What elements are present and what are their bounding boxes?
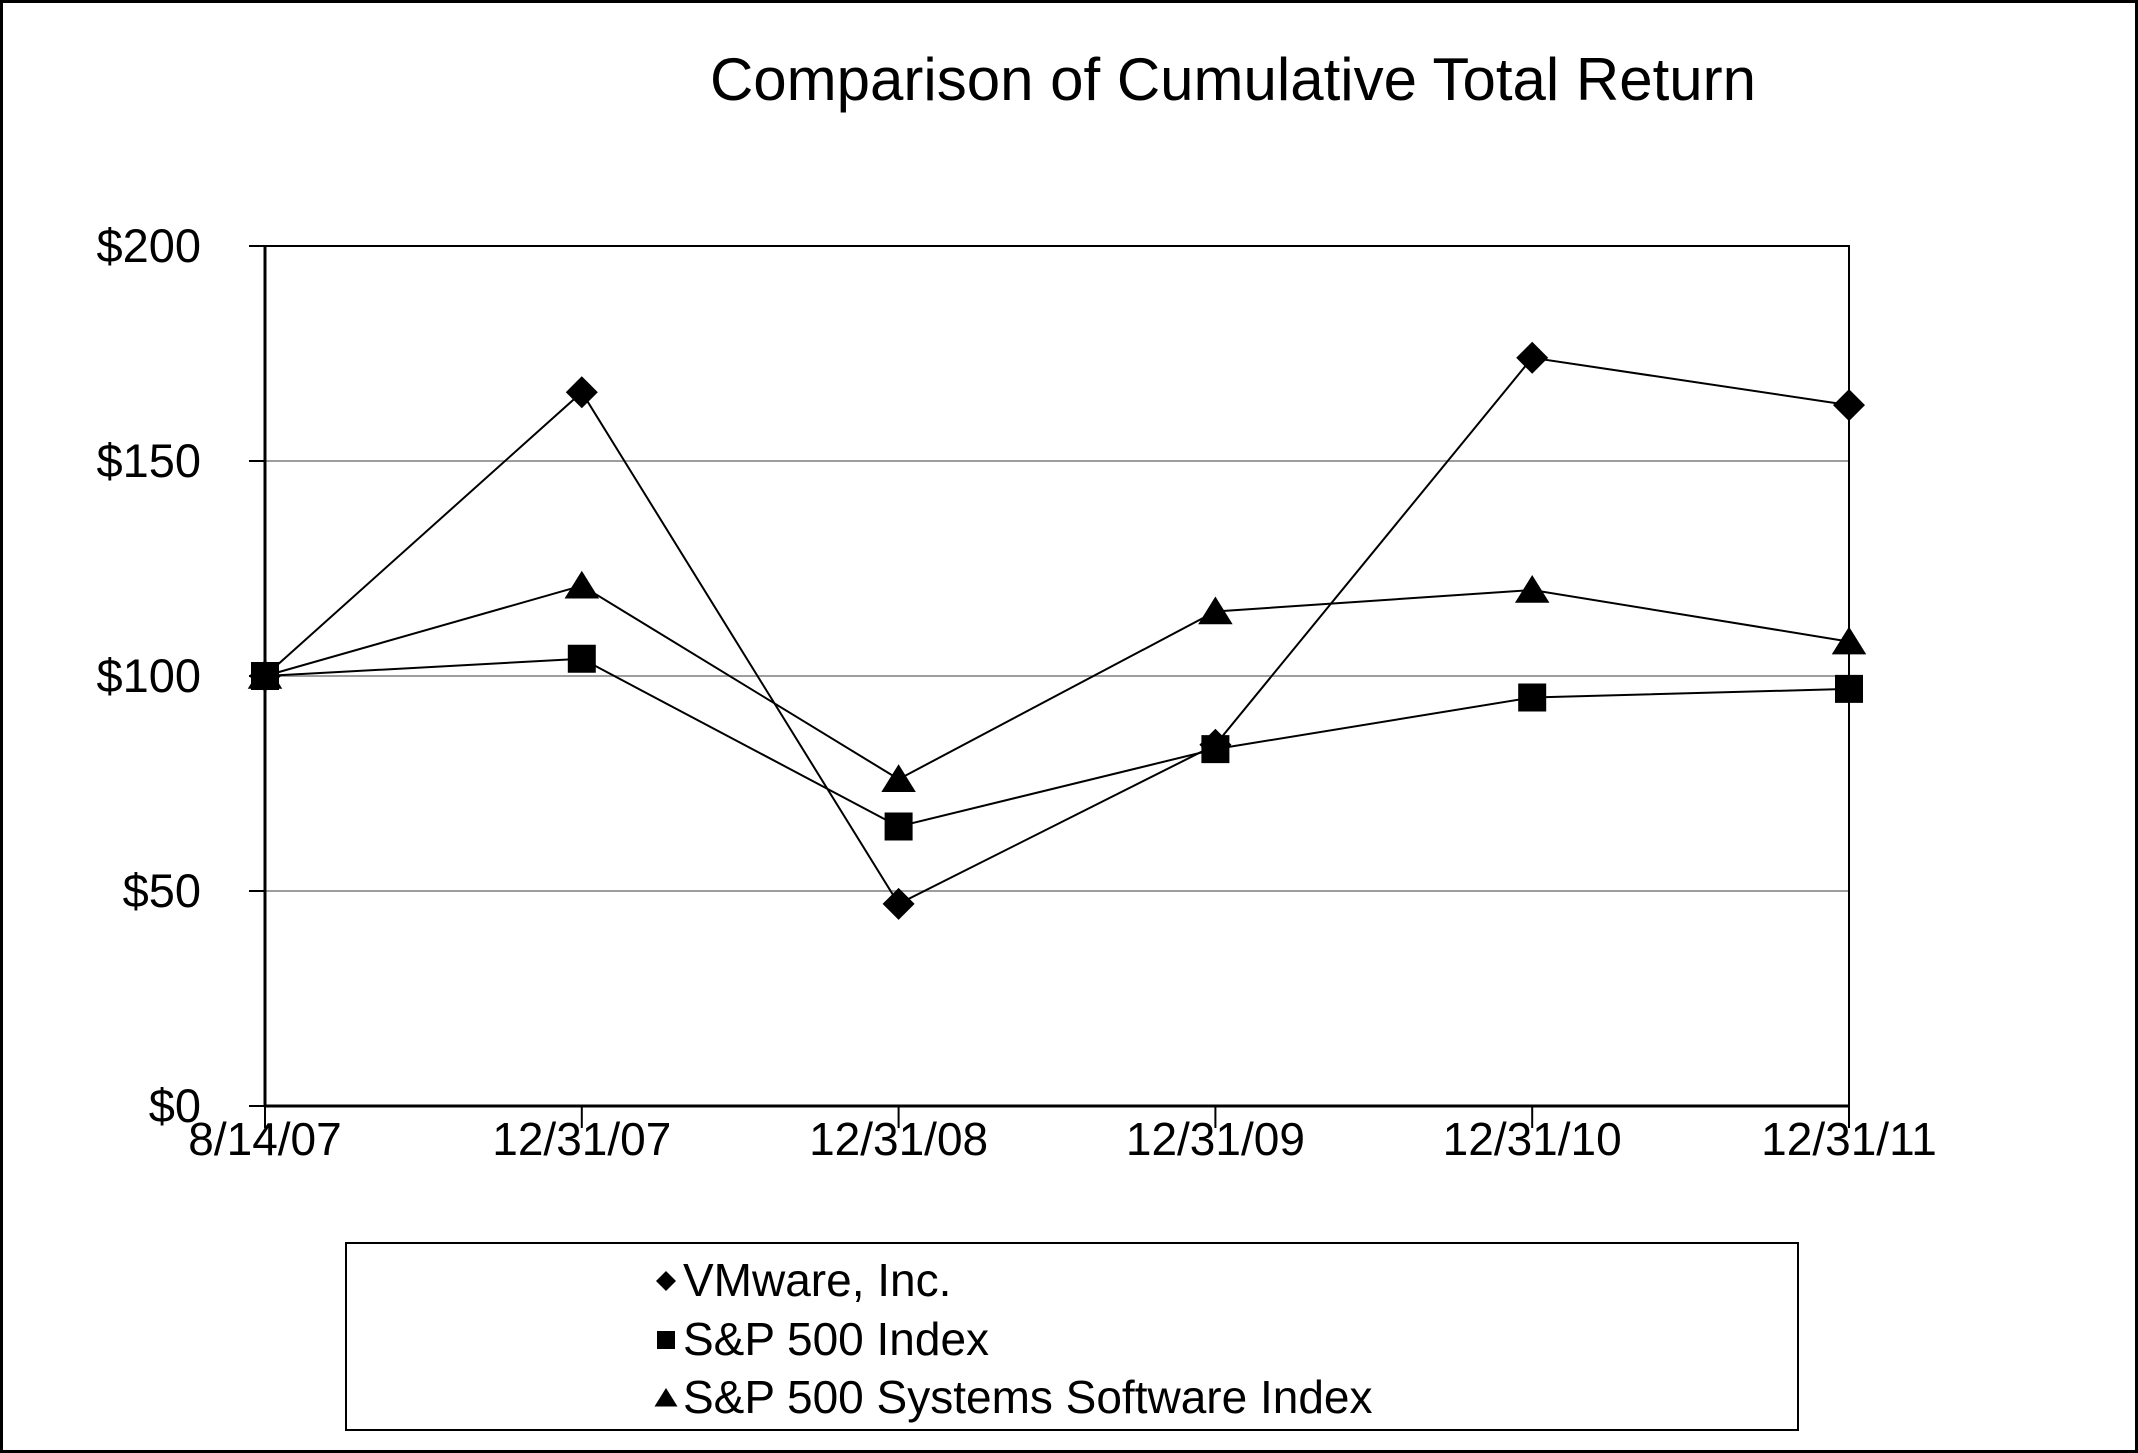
- diamond-icon: [656, 1271, 676, 1291]
- x-axis-label: 12/31/11: [1761, 1113, 1937, 1165]
- legend-item-label: S&P 500 Index: [683, 1313, 990, 1365]
- triangle-icon: [654, 1388, 678, 1407]
- plot-area: [247, 245, 1867, 1128]
- x-axis-label: 12/31/10: [1442, 1113, 1622, 1165]
- data-point-marker-s-p-500-index: [1201, 735, 1230, 764]
- legend-item-vmware-inc: VMware, Inc.: [651, 1251, 951, 1309]
- legend-item-s-p-500-index: S&P 500 Index: [651, 1310, 989, 1368]
- y-axis-label: $200: [96, 219, 201, 272]
- series-line-s-p-500-systems-software-index: [264, 584, 1850, 781]
- data-point-marker-s-p-500-systems-software-index: [881, 764, 916, 792]
- y-axis-label: $150: [96, 434, 201, 487]
- data-point-marker-s-p-500-index: [884, 812, 913, 841]
- x-axis-label: 12/31/09: [1125, 1113, 1305, 1165]
- x-axis-label: 8/14/07: [188, 1113, 342, 1165]
- y-axis-label: $100: [96, 649, 201, 702]
- legend-item-label: VMware, Inc.: [683, 1254, 952, 1306]
- data-point-marker-vmware-inc: [1833, 389, 1865, 422]
- data-point-marker-vmware-inc: [565, 376, 598, 409]
- legend-box: VMware, Inc. S&P 500 Index S&P 500 Systems…: [345, 1242, 1799, 1431]
- chart-svg: [247, 245, 1867, 1128]
- y-axis-label: $50: [122, 864, 201, 917]
- series-line-vmware-inc: [264, 356, 1850, 906]
- data-point-marker-s-p-500-systems-software-index: [1198, 596, 1233, 625]
- x-axis-label: 12/31/07: [492, 1113, 672, 1165]
- data-point-marker-s-p-500-index: [1835, 674, 1863, 703]
- data-point-marker-s-p-500-systems-software-index: [1831, 626, 1867, 655]
- data-point-marker-s-p-500-systems-software-index: [564, 570, 600, 599]
- y-axis-label: $0: [148, 1079, 201, 1132]
- data-point-marker-s-p-500-index: [1518, 683, 1547, 712]
- series-line-s-p-500-index: [264, 657, 1850, 828]
- chart-title: Comparison of Cumulative Total Return: [709, 46, 1757, 113]
- x-axis-label: 12/31/08: [809, 1113, 989, 1165]
- data-point-marker-vmware-inc: [882, 887, 915, 920]
- data-point-marker-s-p-500-index: [567, 644, 596, 673]
- legend-item-s-p-500-systems-software-index: S&P 500 Systems Software Index: [651, 1368, 1373, 1426]
- data-point-marker-s-p-500-index: [251, 662, 279, 690]
- legend-item-label: S&P 500 Systems Software Index: [683, 1371, 1373, 1423]
- data-point-marker-s-p-500-systems-software-index: [1514, 575, 1550, 603]
- square-icon: [657, 1331, 675, 1349]
- data-point-marker-vmware-inc: [1516, 341, 1549, 374]
